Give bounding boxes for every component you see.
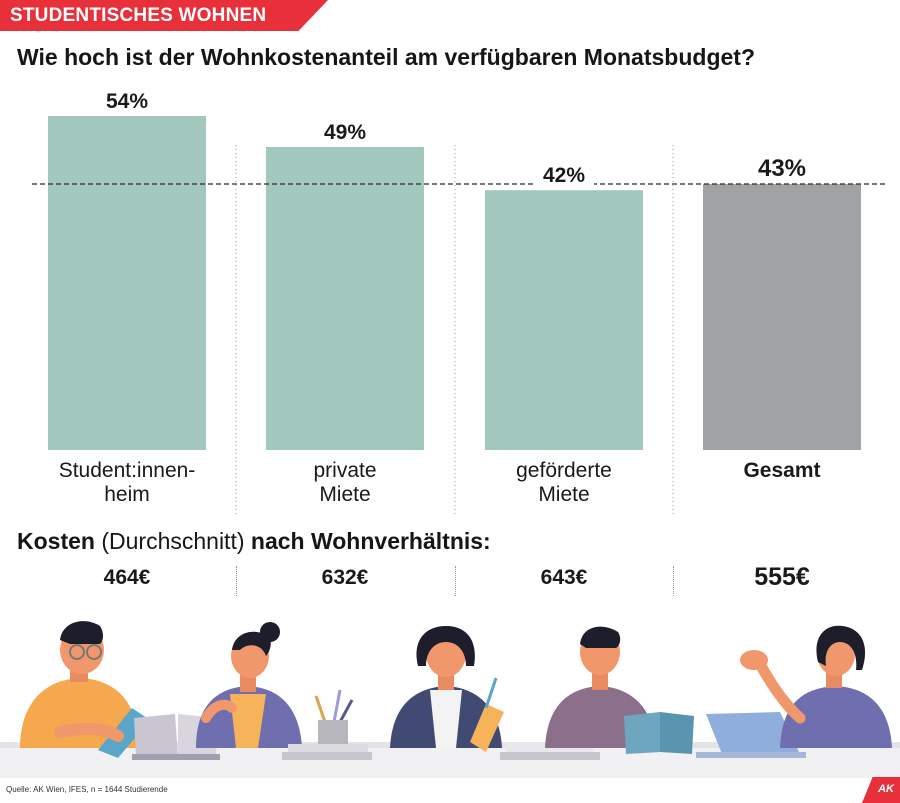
costs-heading-normal: (Durchschnitt) bbox=[101, 528, 245, 554]
costs-heading-bold-1: Kosten bbox=[17, 528, 95, 554]
category-label-2: geförderte Miete bbox=[516, 459, 612, 506]
value-label-bg bbox=[97, 89, 157, 114]
book-stack-1 bbox=[282, 744, 372, 760]
category-label-1: private Miete bbox=[313, 459, 376, 506]
costs-heading: Kosten (Durchschnitt) nach Wohnverhältni… bbox=[17, 528, 491, 555]
students-studying-illustration bbox=[0, 621, 900, 778]
cost-separator bbox=[236, 566, 237, 596]
value-label-2: 42% bbox=[543, 164, 585, 187]
value-label-1: 49% bbox=[324, 121, 366, 144]
value-label-3: 43% bbox=[758, 155, 806, 182]
cost-value-gefoerderte-miete: 643€ bbox=[540, 566, 588, 589]
cost-value-studentinnenheim: 464€ bbox=[103, 566, 151, 589]
cost-separator bbox=[673, 566, 674, 596]
bar-2 bbox=[485, 190, 643, 450]
category-label-3: Gesamt bbox=[743, 459, 820, 482]
student-4 bbox=[545, 626, 694, 754]
bar-chart: 54% 49% 42% 43% Student:innen-heim private Mie… bbox=[32, 89, 888, 515]
value-label-0: 54% bbox=[106, 90, 148, 113]
cost-value-gesamt: 555€ bbox=[754, 563, 810, 591]
student-5 bbox=[740, 625, 892, 748]
ak-logo-text: AK bbox=[878, 783, 894, 795]
cost-value-private-miete: 632€ bbox=[321, 566, 369, 589]
cost-separator bbox=[455, 566, 456, 596]
category-label-0: Student:innen-heim bbox=[59, 459, 196, 506]
value-label-bg bbox=[752, 154, 812, 183]
bar-1 bbox=[266, 146, 424, 451]
section-tag-label: STUDENTISCHES WOHNEN bbox=[10, 5, 267, 26]
bar-0 bbox=[48, 116, 206, 450]
chart-title: Wie hoch ist der Wohnkostenanteil am ver… bbox=[17, 44, 755, 70]
costs-heading-bold-2: nach Wohnverhältnis: bbox=[250, 528, 491, 554]
value-label-bg bbox=[315, 119, 375, 145]
value-label-bg bbox=[534, 163, 594, 189]
ak-logo: AK bbox=[862, 777, 900, 803]
section-tag: STUDENTISCHES WOHNEN bbox=[0, 0, 328, 31]
source-note: Quelle: AK Wien, IFES, n = 1644 Studiere… bbox=[6, 785, 168, 794]
student-1 bbox=[20, 621, 150, 758]
laptop bbox=[696, 712, 806, 758]
student-3 bbox=[390, 626, 504, 752]
pencil-cup bbox=[314, 689, 354, 746]
bar-3 bbox=[703, 184, 861, 450]
student-2 bbox=[196, 622, 302, 748]
